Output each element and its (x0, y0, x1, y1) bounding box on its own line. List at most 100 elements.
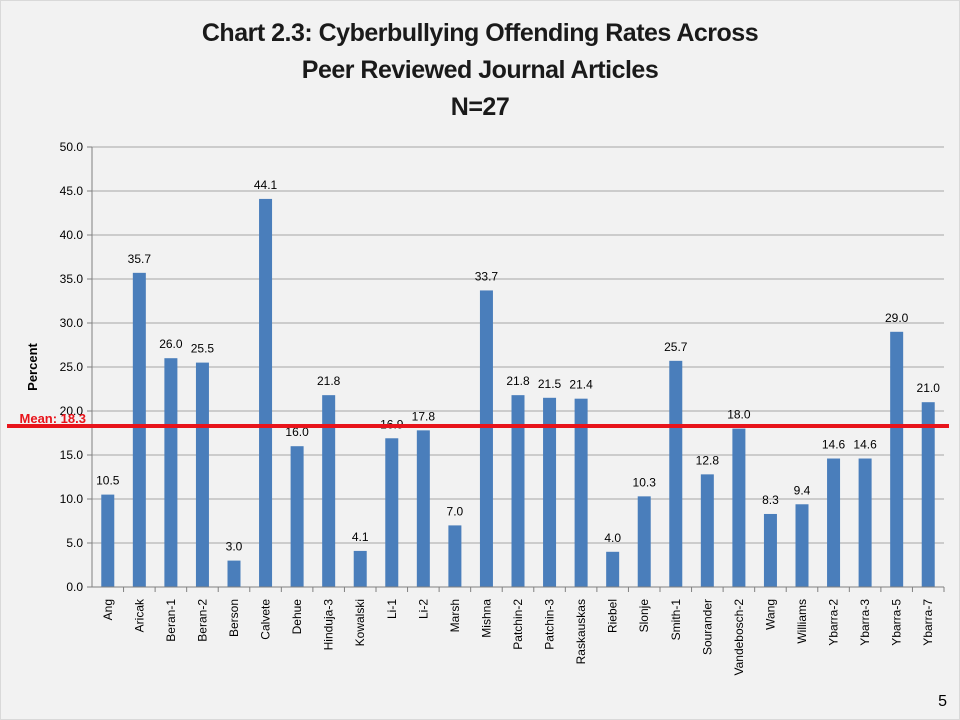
x-tick-label: Beran-1 (164, 599, 178, 642)
x-tick-label: Slonje (637, 599, 651, 633)
mean-label: Mean: 18.3 (20, 411, 86, 426)
bar-value-label: 8.3 (762, 493, 779, 507)
bar (700, 474, 714, 587)
x-tick-label: Wang (763, 599, 777, 630)
y-tick-label: 5.0 (66, 536, 83, 550)
bar (101, 494, 115, 587)
y-axis-ticks: 0.0 5.0 10.0 15.0 20.0 25.0 30.0 35.0 40.0 45.0 50… (60, 140, 93, 594)
y-axis-label: Percent (25, 342, 40, 390)
bars (101, 198, 935, 588)
x-tick-label: Calvete (259, 599, 273, 640)
bar (795, 504, 809, 587)
bar-value-label: 21.5 (538, 377, 562, 391)
x-tick-label: Vandebosch-2 (732, 599, 746, 676)
y-tick-label: 20.0 (60, 404, 84, 418)
bar-value-label: 21.8 (506, 374, 530, 388)
x-axis-ticks: Ang Aricak Beran-1 Beran-2 Berson Calvete Dehu… (92, 586, 945, 676)
bar-value-label: 33.7 (475, 269, 499, 283)
bar-value-label: 17.8 (412, 409, 436, 423)
bar (353, 550, 367, 587)
bar (543, 397, 557, 587)
x-tick-label: Ybarra-7 (921, 599, 935, 646)
bar (227, 560, 241, 587)
bar-value-label: 18.0 (727, 408, 751, 422)
bar (164, 358, 178, 587)
bar (290, 446, 304, 587)
x-tick-label: Sourander (700, 599, 714, 655)
chart-title-line-3: N=27 (450, 93, 510, 121)
x-tick-label: Berson (227, 599, 241, 637)
x-tick-label: Aricak (132, 598, 146, 632)
bar-value-label: 14.6 (853, 438, 877, 452)
chart-title-line-2: Peer Reviewed Journal Articles (301, 56, 659, 84)
bar-value-label: 21.0 (917, 381, 941, 395)
x-tick-label: Ang (101, 599, 115, 620)
bar-value-label: 25.7 (664, 340, 688, 354)
x-tick-label: Hinduja-3 (322, 599, 336, 651)
bar-value-label: 4.1 (352, 530, 369, 544)
bar-value-label: 9.4 (794, 483, 811, 497)
y-tick-label: 10.0 (60, 492, 84, 506)
y-tick-label: 45.0 (60, 184, 84, 198)
y-tick-label: 30.0 (60, 316, 84, 330)
bar (448, 525, 462, 587)
bar (259, 198, 273, 588)
bar-value-label: 16.0 (285, 425, 309, 439)
x-tick-label: Kowalski (353, 599, 367, 646)
x-tick-label: Patchin-2 (511, 599, 525, 650)
bar (322, 395, 336, 587)
bar (479, 290, 493, 587)
bar-value-label: 44.1 (254, 178, 278, 192)
x-tick-label: Marsh (448, 599, 462, 632)
bar (606, 551, 620, 587)
x-tick-label: Dehue (290, 599, 304, 635)
bar (732, 428, 746, 587)
bar-value-label: 10.5 (96, 474, 120, 488)
bar-value-label: 14.6 (822, 438, 846, 452)
mean-marker: Mean: 18.3 (7, 411, 949, 428)
bar-value-label: 12.8 (696, 453, 720, 467)
bar (827, 458, 841, 587)
bar (637, 496, 651, 587)
bar (858, 458, 872, 587)
page-number: 5 (938, 693, 947, 710)
x-tick-label: Beran-2 (195, 599, 209, 642)
bar-value-label: 3.0 (226, 540, 243, 554)
bar-value-label: 26.0 (159, 337, 183, 351)
bar-value-label: 21.4 (569, 378, 593, 392)
data-labels: 10.535.726.025.53.044.116.021.84.116.917… (96, 178, 940, 554)
bar (385, 438, 399, 587)
x-tick-label: Riebel (606, 599, 620, 633)
x-tick-label: Ybarra-3 (858, 599, 872, 646)
y-tick-label: 35.0 (60, 272, 84, 286)
x-tick-label: Li-1 (385, 599, 399, 619)
bar-value-label: 35.7 (128, 252, 152, 266)
x-tick-label: Smith-1 (669, 599, 683, 641)
y-tick-label: 40.0 (60, 228, 84, 242)
bar (132, 272, 146, 587)
bar-value-label: 25.5 (191, 342, 215, 356)
bar (669, 360, 683, 587)
chart-title-line-1: Chart 2.3: Cyberbullying Offending Rates… (201, 19, 759, 47)
y-tick-label: 25.0 (60, 360, 84, 374)
x-tick-label: Ybarra-2 (827, 599, 841, 646)
bar (511, 395, 525, 587)
bar (416, 430, 430, 587)
x-tick-label: Mishna (479, 599, 493, 638)
bar-value-label: 10.3 (633, 475, 657, 489)
x-tick-label: Williams (795, 599, 809, 644)
bar (574, 398, 588, 587)
bar-value-label: 4.0 (604, 531, 621, 545)
x-tick-label: Ybarra-5 (890, 599, 904, 646)
x-tick-label: Li-2 (416, 599, 430, 619)
bar-value-label: 29.0 (885, 311, 909, 325)
bar (763, 513, 777, 587)
x-tick-label: Patchin-3 (543, 599, 557, 650)
bar (890, 331, 904, 587)
bar (195, 362, 209, 587)
y-tick-label: 0.0 (66, 580, 83, 594)
bar (921, 402, 935, 587)
y-tick-label: 50.0 (60, 140, 84, 154)
bar-value-label: 21.8 (317, 374, 341, 388)
